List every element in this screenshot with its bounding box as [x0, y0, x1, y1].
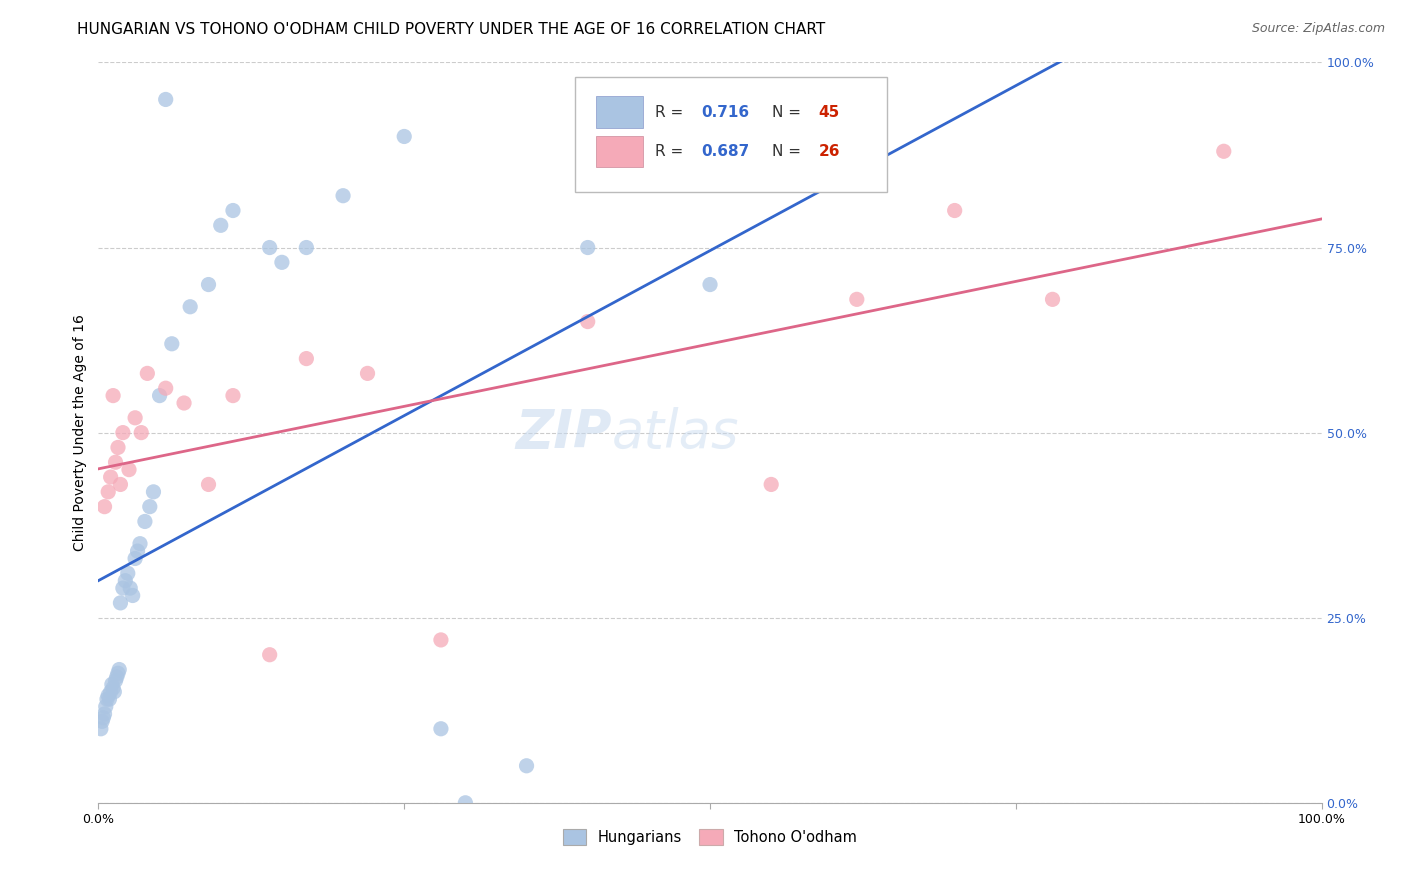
Point — [98, 692, 121, 706]
Point — [149, 388, 172, 402]
Bar — [596, 136, 643, 167]
Point — [121, 589, 143, 603]
Text: 0.716: 0.716 — [702, 104, 749, 120]
Point — [100, 685, 122, 699]
Point — [136, 367, 159, 381]
Point — [104, 673, 127, 688]
Text: N =: N = — [772, 144, 806, 159]
Text: HUNGARIAN VS TOHONO O'ODHAM CHILD POVERTY UNDER THE AGE OF 16 CORRELATION CHART: HUNGARIAN VS TOHONO O'ODHAM CHILD POVERT… — [77, 22, 825, 37]
Point — [761, 477, 783, 491]
Point — [259, 648, 281, 662]
Point — [155, 92, 177, 106]
Point — [93, 500, 115, 514]
Point — [699, 277, 721, 292]
Point — [93, 706, 115, 721]
Point — [127, 544, 149, 558]
Point — [295, 240, 318, 255]
Point — [111, 581, 134, 595]
Point — [270, 255, 294, 269]
Point — [110, 596, 132, 610]
Text: ZIP: ZIP — [516, 407, 612, 458]
Point — [107, 666, 129, 681]
Point — [516, 758, 538, 772]
Point — [222, 203, 245, 218]
Point — [134, 515, 156, 529]
Legend: Hungarians, Tohono O'odham: Hungarians, Tohono O'odham — [557, 823, 863, 851]
Text: R =: R = — [655, 144, 688, 159]
Point — [114, 574, 136, 588]
Point — [576, 314, 599, 328]
Point — [209, 219, 232, 233]
Point — [101, 388, 124, 402]
Point — [454, 796, 477, 810]
Point — [111, 425, 134, 440]
Point — [105, 670, 128, 684]
Text: R =: R = — [655, 104, 688, 120]
Point — [97, 689, 120, 703]
Point — [90, 722, 112, 736]
Text: 0.687: 0.687 — [702, 144, 749, 159]
Point — [91, 711, 114, 725]
Point — [96, 692, 118, 706]
Point — [103, 685, 125, 699]
Point — [160, 336, 183, 351]
Point — [179, 300, 201, 314]
Point — [259, 240, 281, 255]
Point — [97, 484, 120, 499]
Point — [120, 581, 142, 595]
Point — [129, 536, 152, 550]
Point — [101, 677, 124, 691]
Point — [155, 381, 177, 395]
Point — [117, 566, 139, 581]
Point — [124, 410, 146, 425]
Point — [845, 293, 868, 307]
Point — [197, 277, 219, 292]
Point — [1212, 145, 1234, 159]
Point — [576, 240, 599, 255]
Text: atlas: atlas — [612, 407, 740, 458]
Point — [91, 714, 114, 729]
Point — [943, 203, 966, 218]
Point — [392, 129, 416, 144]
Text: 26: 26 — [818, 144, 841, 159]
FancyBboxPatch shape — [575, 78, 887, 192]
Point — [104, 455, 127, 469]
Text: 45: 45 — [818, 104, 839, 120]
Y-axis label: Child Poverty Under the Age of 16: Child Poverty Under the Age of 16 — [73, 314, 87, 551]
Point — [173, 396, 195, 410]
Point — [108, 663, 131, 677]
Point — [356, 367, 378, 381]
Point — [110, 477, 132, 491]
Point — [1042, 293, 1064, 307]
Text: Source: ZipAtlas.com: Source: ZipAtlas.com — [1251, 22, 1385, 36]
Point — [222, 388, 245, 402]
Point — [100, 470, 122, 484]
Point — [118, 462, 141, 476]
Point — [332, 188, 354, 202]
Point — [430, 632, 453, 647]
Point — [101, 681, 124, 695]
Bar — [596, 96, 643, 128]
Point — [129, 425, 152, 440]
Point — [94, 699, 117, 714]
Point — [124, 551, 146, 566]
Text: N =: N = — [772, 104, 806, 120]
Point — [295, 351, 318, 366]
Point — [197, 477, 219, 491]
Point — [142, 484, 165, 499]
Point — [107, 441, 129, 455]
Point — [139, 500, 162, 514]
Point — [430, 722, 453, 736]
